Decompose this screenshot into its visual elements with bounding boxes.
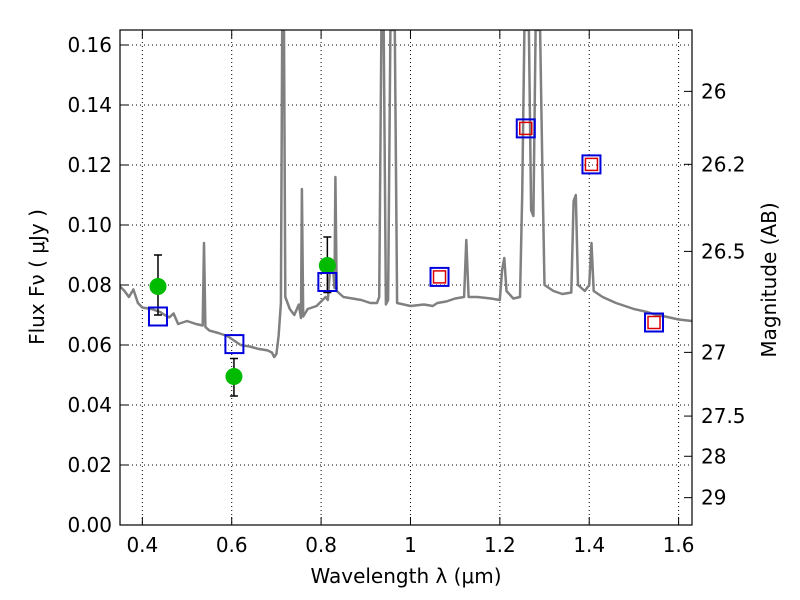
spectrum-layer bbox=[120, 30, 692, 359]
x-tick-label: 0.6 bbox=[216, 533, 248, 557]
y-axis: 0.00 0.02 0.04 0.06 0.08 0.10 0.12 0.14 0.16 bbox=[67, 33, 128, 537]
y-tick-label: 0.12 bbox=[67, 153, 112, 177]
model-photometry-inner-marker bbox=[647, 315, 661, 330]
x-tick-label: 0.8 bbox=[305, 533, 337, 557]
plot-background bbox=[120, 30, 692, 525]
y-axis-label: Flux Fν ( μJy ) bbox=[25, 209, 49, 345]
y-tick-label: 0.10 bbox=[67, 213, 112, 237]
y2-tick-label: 26.5 bbox=[701, 239, 746, 263]
model-photometry-marker bbox=[581, 154, 602, 175]
plot-frame bbox=[119, 29, 693, 526]
observed-point bbox=[225, 368, 243, 385]
model-photometry-marker bbox=[224, 334, 245, 355]
y-tick-label: 0.00 bbox=[67, 513, 112, 537]
model-photometry-inner-marker bbox=[432, 270, 447, 284]
y-tick-label: 0.02 bbox=[67, 453, 112, 477]
markers-layer bbox=[147, 118, 665, 397]
observed-point bbox=[318, 257, 336, 274]
x-tick-label: 0.4 bbox=[126, 533, 158, 557]
y2-tick-label: 28 bbox=[701, 444, 726, 468]
x-axis-label: Wavelength λ (μm) bbox=[310, 564, 501, 588]
model-photometry-marker bbox=[515, 118, 536, 139]
x-tick-label: 1.4 bbox=[573, 533, 605, 557]
y2-axis-label: Magnitude (AB) bbox=[757, 202, 781, 357]
model-photometry-marker bbox=[147, 306, 168, 327]
y-tick-label: 0.08 bbox=[67, 273, 112, 297]
observed-point bbox=[149, 278, 167, 295]
x-axis: 0.4 0.6 0.8 1 1.2 1.4 1.6 bbox=[126, 30, 695, 557]
y-tick-label: 0.14 bbox=[67, 93, 112, 117]
x-tick-label: 1.2 bbox=[484, 533, 516, 557]
model-photometry-inner-marker bbox=[584, 157, 599, 172]
model-photometry-marker bbox=[317, 272, 338, 292]
y2-tick-label: 27.5 bbox=[701, 404, 746, 428]
x-tick-label: 1 bbox=[404, 533, 417, 557]
x-tick-label: 1.6 bbox=[663, 533, 695, 557]
y2-tick-label: 26.2 bbox=[701, 152, 746, 176]
y2-axis: 26 26.2 26.5 27 27.5 28 29 bbox=[684, 79, 746, 510]
y2-tick-label: 26 bbox=[701, 79, 726, 103]
model-spectrum-line bbox=[120, 30, 692, 359]
y-tick-label: 0.16 bbox=[67, 33, 112, 57]
y-tick-label: 0.06 bbox=[67, 333, 112, 357]
model-photometry-marker bbox=[644, 312, 665, 333]
model-photometry-marker bbox=[429, 266, 450, 287]
model-photometry-inner-marker bbox=[519, 121, 533, 136]
y2-tick-label: 27 bbox=[701, 340, 726, 364]
y-tick-label: 0.04 bbox=[67, 393, 112, 417]
y2-tick-label: 29 bbox=[701, 486, 726, 510]
